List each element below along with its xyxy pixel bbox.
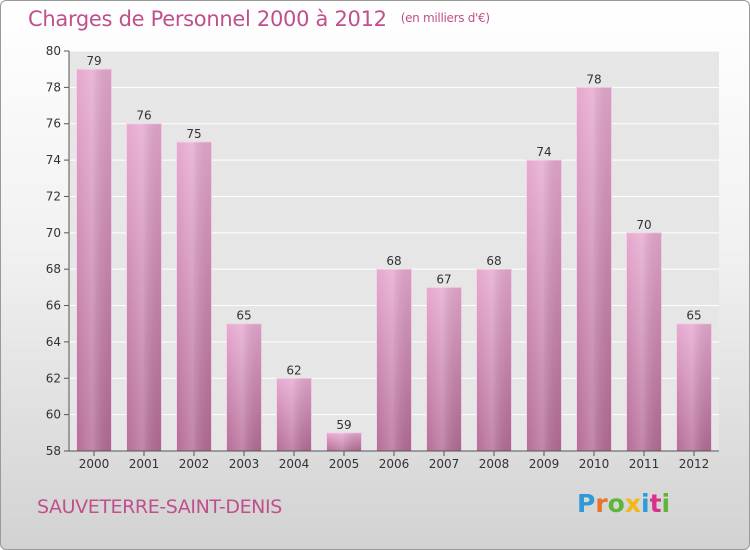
logo-letter-0: P: [577, 489, 596, 518]
bar-shine-2007: [426, 287, 462, 451]
x-tick-label-2005: 2005: [329, 457, 360, 471]
bar-shine-2012: [676, 323, 712, 451]
x-tick-label-2009: 2009: [529, 457, 560, 471]
data-label-2005: 59: [336, 418, 351, 432]
logo-letter-5: t: [649, 489, 662, 518]
y-tick-label-58: 58: [46, 444, 61, 458]
logo-letter-1: r: [595, 489, 608, 518]
x-tick-label-2010: 2010: [579, 457, 610, 471]
x-tick-label-2003: 2003: [229, 457, 260, 471]
x-tick-label-2006: 2006: [379, 457, 410, 471]
y-tick-label-60: 60: [46, 408, 61, 422]
y-tick-label-80: 80: [46, 44, 61, 58]
town-name: SAUVETERRE-SAINT-DENIS: [37, 496, 282, 518]
chart-title: Charges de Personnel 2000 à 2012 (en mill…: [28, 7, 490, 31]
x-tick-label-2000: 2000: [79, 457, 110, 471]
x-tick-label-2004: 2004: [279, 457, 310, 471]
chart-subtitle: (en milliers d'€): [400, 11, 490, 25]
x-tick-label-2002: 2002: [179, 457, 210, 471]
y-tick-label-72: 72: [46, 189, 61, 203]
data-label-2011: 70: [636, 218, 651, 232]
y-tick-label-66: 66: [46, 299, 61, 313]
x-tick-label-2008: 2008: [479, 457, 510, 471]
data-label-2003: 65: [236, 309, 251, 323]
data-label-2002: 75: [186, 127, 201, 141]
bar-shine-2000: [76, 69, 112, 451]
y-tick-label-78: 78: [46, 80, 61, 94]
bar-shine-2006: [376, 269, 412, 451]
bar-shine-2011: [626, 232, 662, 451]
data-label-2009: 74: [536, 145, 551, 159]
y-axis: 58 60 62 64 66 68 70 72 74 76 78 80: [46, 44, 70, 458]
x-tick-label-2001: 2001: [129, 457, 160, 471]
chart-title-text: Charges de Personnel 2000 à 2012: [28, 7, 387, 31]
data-label-2012: 65: [686, 309, 701, 323]
logo-letter-6: i: [661, 489, 671, 518]
x-tick-label-2011: 2011: [629, 457, 660, 471]
y-tick-label-68: 68: [46, 262, 61, 276]
data-label-2000: 79: [86, 54, 101, 68]
x-tick-label-2007: 2007: [429, 457, 460, 471]
y-tick-label-74: 74: [46, 153, 61, 167]
data-label-2007: 67: [436, 272, 451, 286]
proxiti-logo[interactable]: Proxiti: [577, 489, 670, 518]
y-tick-label-70: 70: [46, 226, 61, 240]
bar-shine-2010: [576, 87, 612, 451]
bar-shine-2001: [126, 123, 162, 452]
x-tick-label-2012: 2012: [679, 457, 710, 471]
logo-letter-4: i: [641, 489, 650, 518]
bar-shine-2008: [476, 269, 512, 451]
bar-shine-2003: [226, 323, 262, 451]
y-tick-label-62: 62: [46, 371, 61, 385]
data-label-2001: 76: [136, 109, 151, 123]
bar-shine-2004: [276, 378, 312, 451]
bar-shine-2002: [176, 141, 212, 451]
y-tick-label-76: 76: [46, 117, 61, 131]
y-tick-label-64: 64: [46, 335, 61, 349]
bars-group: 79 76 75 65 62 59 68 67 68 74 78 70 65: [76, 54, 712, 452]
data-label-2006: 68: [386, 254, 401, 268]
data-label-2008: 68: [486, 254, 501, 268]
logo-letter-2: o: [607, 489, 625, 518]
logo-letter-3: x: [624, 489, 641, 518]
bar-shine-2009: [526, 160, 562, 451]
data-label-2010: 78: [586, 72, 601, 86]
x-axis: 2000 2001 2002 2003 2004 2005 2006 2007 2008 2009…: [69, 450, 719, 471]
data-label-2004: 62: [286, 363, 301, 377]
bar-shine-2005: [326, 432, 362, 451]
